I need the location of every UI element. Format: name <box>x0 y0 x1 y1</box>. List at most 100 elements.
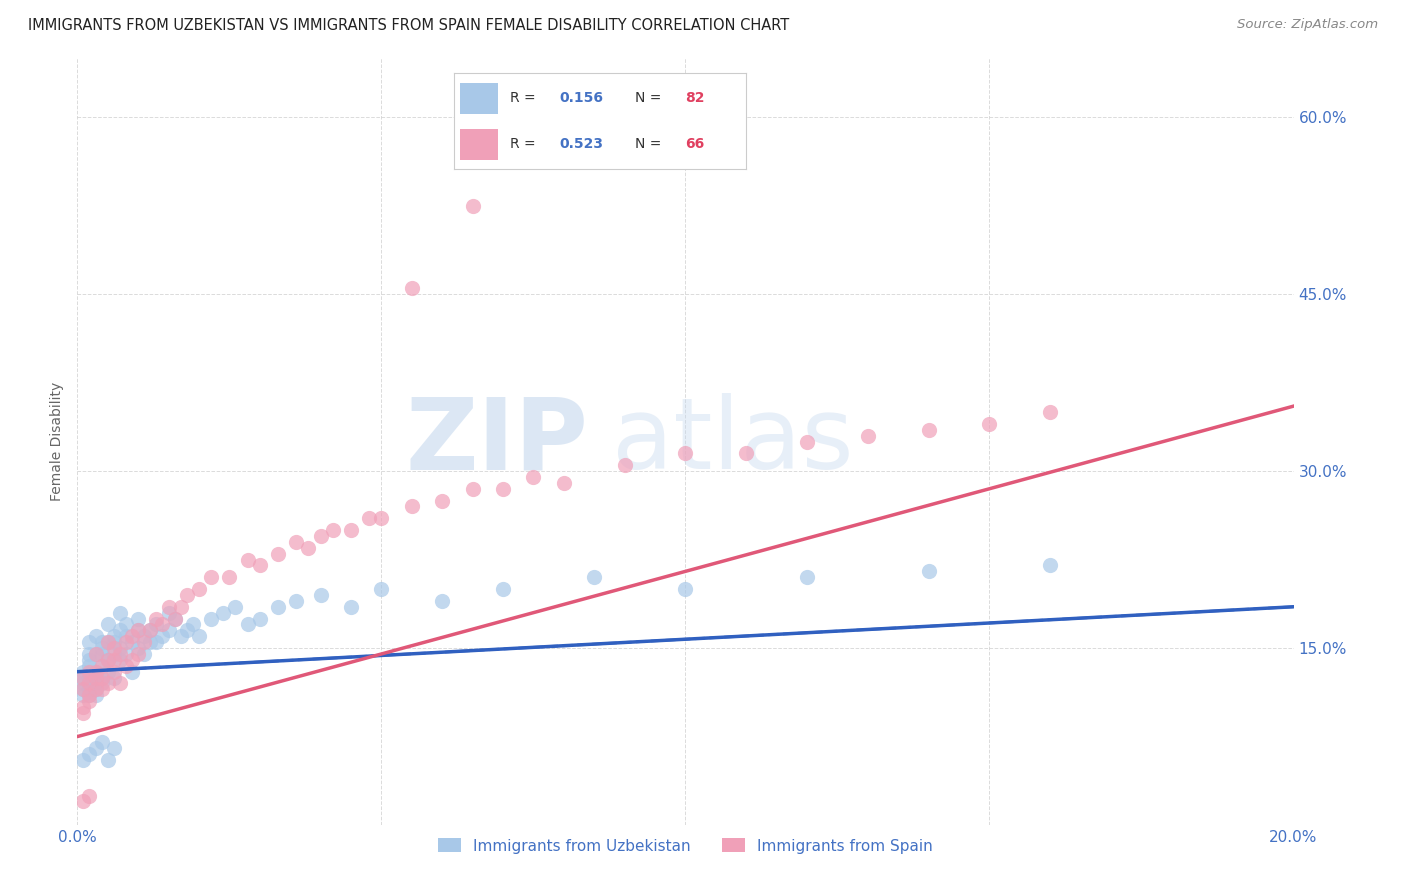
Point <box>90 671 112 685</box>
Point <box>370 511 392 525</box>
Point <box>84 671 107 685</box>
Point <box>200 570 222 584</box>
Point <box>108 606 131 620</box>
Point <box>103 671 125 685</box>
Point <box>176 624 198 638</box>
Point <box>115 647 138 661</box>
Point <box>97 676 120 690</box>
Point <box>72 700 94 714</box>
Point <box>152 617 174 632</box>
Point <box>134 629 156 643</box>
Point <box>97 753 120 767</box>
Point <box>79 658 101 673</box>
Point <box>145 635 167 649</box>
Point <box>145 611 167 625</box>
Point <box>359 511 381 525</box>
Point <box>79 688 101 702</box>
Point <box>285 594 308 608</box>
Point <box>79 653 101 667</box>
Point <box>613 458 636 472</box>
Point <box>492 482 515 496</box>
Point <box>72 682 94 697</box>
Point <box>285 534 308 549</box>
Point <box>121 635 143 649</box>
Point <box>152 629 174 643</box>
Point <box>97 665 120 679</box>
Point <box>139 624 162 638</box>
Point <box>72 665 94 679</box>
Point <box>163 611 186 625</box>
Point <box>103 635 125 649</box>
Point <box>796 434 818 449</box>
Point <box>121 629 143 643</box>
Point <box>72 795 94 809</box>
Point <box>90 658 112 673</box>
Point <box>322 523 344 537</box>
Y-axis label: Female Disability: Female Disability <box>51 382 65 501</box>
Point <box>79 647 101 661</box>
Point <box>115 629 138 643</box>
Point <box>72 682 94 697</box>
Point <box>856 428 879 442</box>
Point <box>1039 558 1062 573</box>
Point <box>108 647 131 661</box>
Point <box>309 529 332 543</box>
Point <box>181 617 204 632</box>
Point <box>735 446 758 460</box>
Point <box>84 682 107 697</box>
Point <box>297 541 319 555</box>
Point <box>79 688 101 702</box>
Point <box>236 552 259 566</box>
Point <box>121 653 143 667</box>
Point <box>90 676 112 690</box>
Point <box>127 641 149 656</box>
Point <box>918 423 941 437</box>
Text: IMMIGRANTS FROM UZBEKISTAN VS IMMIGRANTS FROM SPAIN FEMALE DISABILITY CORRELATIO: IMMIGRANTS FROM UZBEKISTAN VS IMMIGRANTS… <box>28 18 789 33</box>
Point <box>72 676 94 690</box>
Point <box>796 570 818 584</box>
Point <box>583 570 606 584</box>
Point <box>103 641 125 656</box>
Point <box>492 582 515 596</box>
Point <box>79 682 101 697</box>
Point <box>115 617 138 632</box>
Point <box>249 558 271 573</box>
Point <box>200 611 222 625</box>
Point <box>79 635 101 649</box>
Point <box>127 624 149 638</box>
Point <box>134 635 156 649</box>
Point <box>127 611 149 625</box>
Point <box>224 599 246 614</box>
Point <box>139 624 162 638</box>
Point <box>370 582 392 596</box>
Point <box>84 665 107 679</box>
Point <box>90 735 112 749</box>
Point <box>675 446 697 460</box>
Point <box>103 629 125 643</box>
Text: Source: ZipAtlas.com: Source: ZipAtlas.com <box>1237 18 1378 31</box>
Point <box>134 647 156 661</box>
Point <box>79 747 101 762</box>
Point <box>340 523 363 537</box>
Point <box>170 599 193 614</box>
Text: ZIP: ZIP <box>405 393 588 490</box>
Point <box>188 582 211 596</box>
Point <box>267 547 290 561</box>
Point <box>90 647 112 661</box>
Point <box>979 417 1001 431</box>
Point <box>84 665 107 679</box>
Point <box>84 647 107 661</box>
Point <box>1039 405 1062 419</box>
Point <box>72 688 94 702</box>
Point <box>103 653 125 667</box>
Text: atlas: atlas <box>613 393 853 490</box>
Point <box>84 647 107 661</box>
Point <box>115 658 138 673</box>
Point <box>145 617 167 632</box>
Point <box>115 635 138 649</box>
Point <box>108 676 131 690</box>
Point <box>84 682 107 697</box>
Point <box>84 629 107 643</box>
Point <box>108 653 131 667</box>
Point <box>157 606 180 620</box>
